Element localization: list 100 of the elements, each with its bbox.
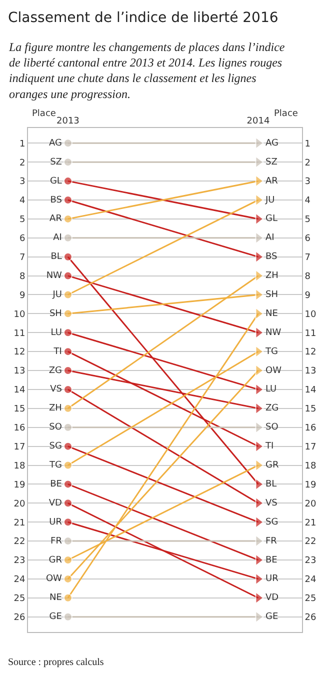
- text: SH: [265, 290, 278, 300]
- series-label: ZG: [48, 366, 62, 376]
- text: TI: [265, 442, 274, 452]
- y2-tick-label: 19: [304, 480, 317, 490]
- y2-tick-label: 10: [304, 310, 317, 320]
- y2-tick-label: 13: [304, 366, 316, 377]
- source-note: Source : propres calculs: [8, 657, 104, 668]
- point: [63, 347, 72, 356]
- y2-tick-label: 18: [304, 461, 317, 472]
- point: [63, 309, 72, 318]
- y2-tick-label: 22: [304, 537, 316, 548]
- series-label: FR: [50, 536, 62, 546]
- y-tick-label: 5: [19, 215, 26, 226]
- y-tick-label: 18: [14, 461, 26, 472]
- series-label: JU: [52, 290, 62, 300]
- y-tick-label: 7: [19, 252, 26, 263]
- y2-tick-label: 2: [304, 158, 311, 168]
- text: FR: [265, 536, 277, 546]
- text: BL: [265, 479, 277, 490]
- y-tick-label: 8: [19, 272, 26, 282]
- y-tick-label: 19: [14, 480, 26, 490]
- y-tick-label: 13: [14, 366, 26, 377]
- y-tick-label: 10: [14, 310, 26, 320]
- y-tick-label: 24: [14, 575, 26, 586]
- series-label: LU: [50, 328, 62, 338]
- y2-tick-label: 8: [304, 272, 311, 282]
- y-tick-label: 20: [14, 499, 26, 510]
- y2-tick-label: 17: [304, 442, 316, 452]
- point: [63, 460, 72, 470]
- text: TG: [265, 346, 278, 357]
- y2-tick-label: 6: [304, 234, 311, 244]
- series-label: BE: [50, 479, 62, 490]
- y2-axis-title: Place: [274, 109, 298, 119]
- y2-tick-label: 15: [304, 404, 316, 415]
- y2-tick-label: 26: [304, 612, 317, 623]
- point: [63, 196, 72, 204]
- text: BS: [265, 252, 278, 262]
- point: [63, 233, 72, 242]
- y-tick-label: 14: [14, 386, 26, 396]
- y-tick-label: 22: [14, 537, 26, 548]
- text: SO: [265, 422, 278, 433]
- y2-tick-label: 4: [304, 196, 311, 206]
- y-tick-label: 23: [14, 556, 26, 566]
- y2-tick-label: 20: [304, 499, 317, 510]
- text: GL: [265, 214, 278, 224]
- chart-subtitle: La figure montre les changements de places dans l’indice de liberté cantonal entre 2013 et 2014. Les lignes rouges indiquent une chute dans le classement et les lignes oranges une progression.: [8, 40, 286, 101]
- text: GE: [265, 612, 278, 622]
- point: [63, 442, 72, 451]
- series-label: AI: [53, 233, 62, 244]
- y2-tick-label: 1: [304, 139, 311, 150]
- point: [63, 498, 72, 508]
- text: ZH: [265, 271, 278, 282]
- series-label: OW: [46, 574, 62, 584]
- series-label: GR: [48, 555, 62, 566]
- series-label: AR: [50, 214, 62, 224]
- y2-tick-label: 23: [304, 556, 316, 566]
- text: GR: [265, 460, 279, 471]
- point: [63, 271, 72, 280]
- point: [63, 518, 72, 527]
- text: NE: [265, 308, 278, 319]
- series-label: TG: [48, 460, 62, 471]
- point: [63, 252, 72, 262]
- y-tick-label: 25: [14, 594, 26, 604]
- point: [63, 290, 72, 300]
- point: [63, 612, 72, 622]
- y2-tick-label: 21: [304, 518, 316, 528]
- series-label: TI: [52, 346, 62, 357]
- y2-tick-label: 7: [304, 252, 311, 263]
- series-label: AG: [48, 138, 62, 148]
- text: LU: [265, 384, 277, 395]
- y-tick-label: 4: [19, 196, 26, 206]
- series-label: UR: [49, 517, 62, 528]
- y2-tick-label: 14: [304, 386, 317, 396]
- y-tick-label: 6: [19, 234, 26, 244]
- y2-tick-label: 16: [304, 424, 317, 434]
- series-label: BS: [50, 195, 62, 206]
- series-label: VS: [50, 384, 62, 395]
- y-tick-label: 11: [14, 328, 26, 339]
- y2-tick-label: 12: [304, 348, 316, 358]
- y-axis-title: Place: [32, 109, 56, 119]
- text: BE: [265, 555, 278, 566]
- series-label: VD: [48, 498, 62, 508]
- text: SZ: [265, 157, 278, 168]
- point: [63, 480, 72, 489]
- text: VS: [265, 498, 278, 508]
- y-tick-label: 2: [19, 158, 26, 168]
- y2-tick-label: 11: [304, 328, 316, 339]
- y2-tick-label: 5: [304, 215, 311, 226]
- y-tick-label: 26: [14, 612, 26, 623]
- y-tick-label: 17: [14, 442, 26, 452]
- y2-tick-label: 9: [304, 290, 311, 301]
- series-label: ZH: [49, 404, 62, 414]
- series-label: NE: [50, 593, 62, 604]
- y-tick-label: 3: [19, 177, 26, 188]
- text: NW: [265, 328, 282, 338]
- text: OW: [265, 366, 282, 376]
- x-tick-label: 2013: [56, 116, 80, 126]
- text: ZG: [265, 404, 279, 414]
- point: [63, 422, 72, 432]
- text: JU: [265, 195, 275, 206]
